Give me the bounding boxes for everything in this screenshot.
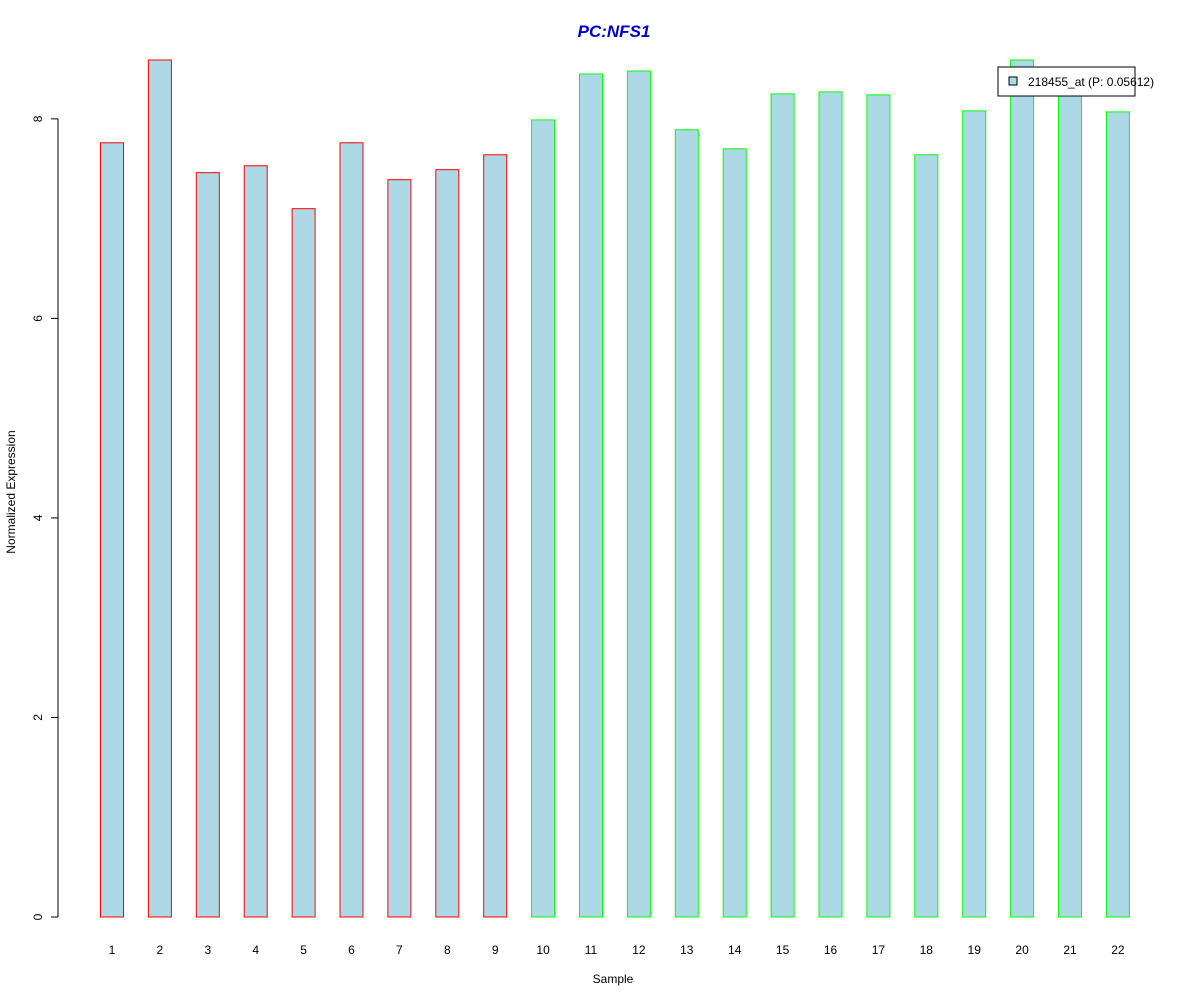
bar-20: [1010, 59, 1035, 918]
y-tick-label: 4: [31, 514, 45, 521]
y-axis: 0 2 4 6 8: [31, 115, 59, 920]
legend: 218455_at (P: 0.05612): [997, 66, 1154, 97]
y-axis-label: Normalized Expression: [4, 430, 18, 553]
x-tick-label: 4: [252, 943, 259, 957]
bar-19: [962, 110, 987, 918]
x-tick-label: 19: [968, 943, 982, 957]
legend-box: [997, 66, 1136, 97]
bar-3: [195, 172, 220, 918]
bar-21: [1058, 87, 1082, 918]
x-tick-labels: 1 2 3 4 5 6 7 8 9 10 11 12 13 14 15 16 17 18 19 20 21 22: [109, 943, 1125, 957]
x-tick-label: 1: [109, 943, 116, 957]
bar-6: [339, 142, 364, 918]
x-tick-label: 12: [632, 943, 646, 957]
x-tick-label: 16: [824, 943, 838, 957]
x-tick-label: 6: [348, 943, 355, 957]
chart-title: PC:NFS1: [578, 22, 651, 41]
x-tick-label: 2: [157, 943, 164, 957]
bar-22: [1105, 111, 1130, 918]
bar-16: [818, 91, 843, 918]
x-tick-label: 5: [300, 943, 307, 957]
x-tick-label: 15: [776, 943, 790, 957]
x-tick-label: 18: [920, 943, 934, 957]
x-tick-label: 13: [680, 943, 694, 957]
bar-10: [531, 119, 556, 918]
bar-4: [243, 165, 268, 918]
x-tick-label: 22: [1111, 943, 1125, 957]
y-tick-label: 8: [31, 115, 45, 122]
x-axis-label: Sample: [593, 972, 634, 986]
bar-9: [483, 154, 508, 918]
x-tick-label: 10: [536, 943, 550, 957]
bar-18: [914, 154, 939, 918]
bar-8: [435, 169, 460, 918]
x-tick-label: 9: [492, 943, 499, 957]
bar-15: [770, 93, 795, 918]
y-tick-label: 2: [31, 714, 45, 721]
bar-2: [147, 59, 172, 918]
bar-11: [579, 73, 603, 918]
bar-14: [722, 148, 747, 918]
legend-label: 218455_at (P: 0.05612): [1028, 75, 1154, 89]
x-tick-label: 17: [872, 943, 886, 957]
x-tick-label: 7: [396, 943, 403, 957]
y-tick-label: 0: [31, 913, 45, 920]
y-tick-label: 6: [31, 315, 45, 322]
bar-12: [626, 70, 651, 918]
bars: [100, 59, 1130, 918]
x-tick-label: 14: [728, 943, 742, 957]
bar-13: [674, 129, 699, 918]
legend-swatch: [1008, 76, 1018, 86]
bar-1: [100, 142, 124, 918]
x-tick-label: 8: [444, 943, 451, 957]
bar-17: [866, 94, 891, 918]
x-tick-label: 11: [585, 943, 598, 957]
bar-7: [387, 179, 412, 918]
x-tick-label: 3: [204, 943, 211, 957]
x-tick-label: 20: [1015, 943, 1029, 957]
bar-5: [291, 208, 316, 918]
x-tick-label: 21: [1063, 943, 1077, 957]
